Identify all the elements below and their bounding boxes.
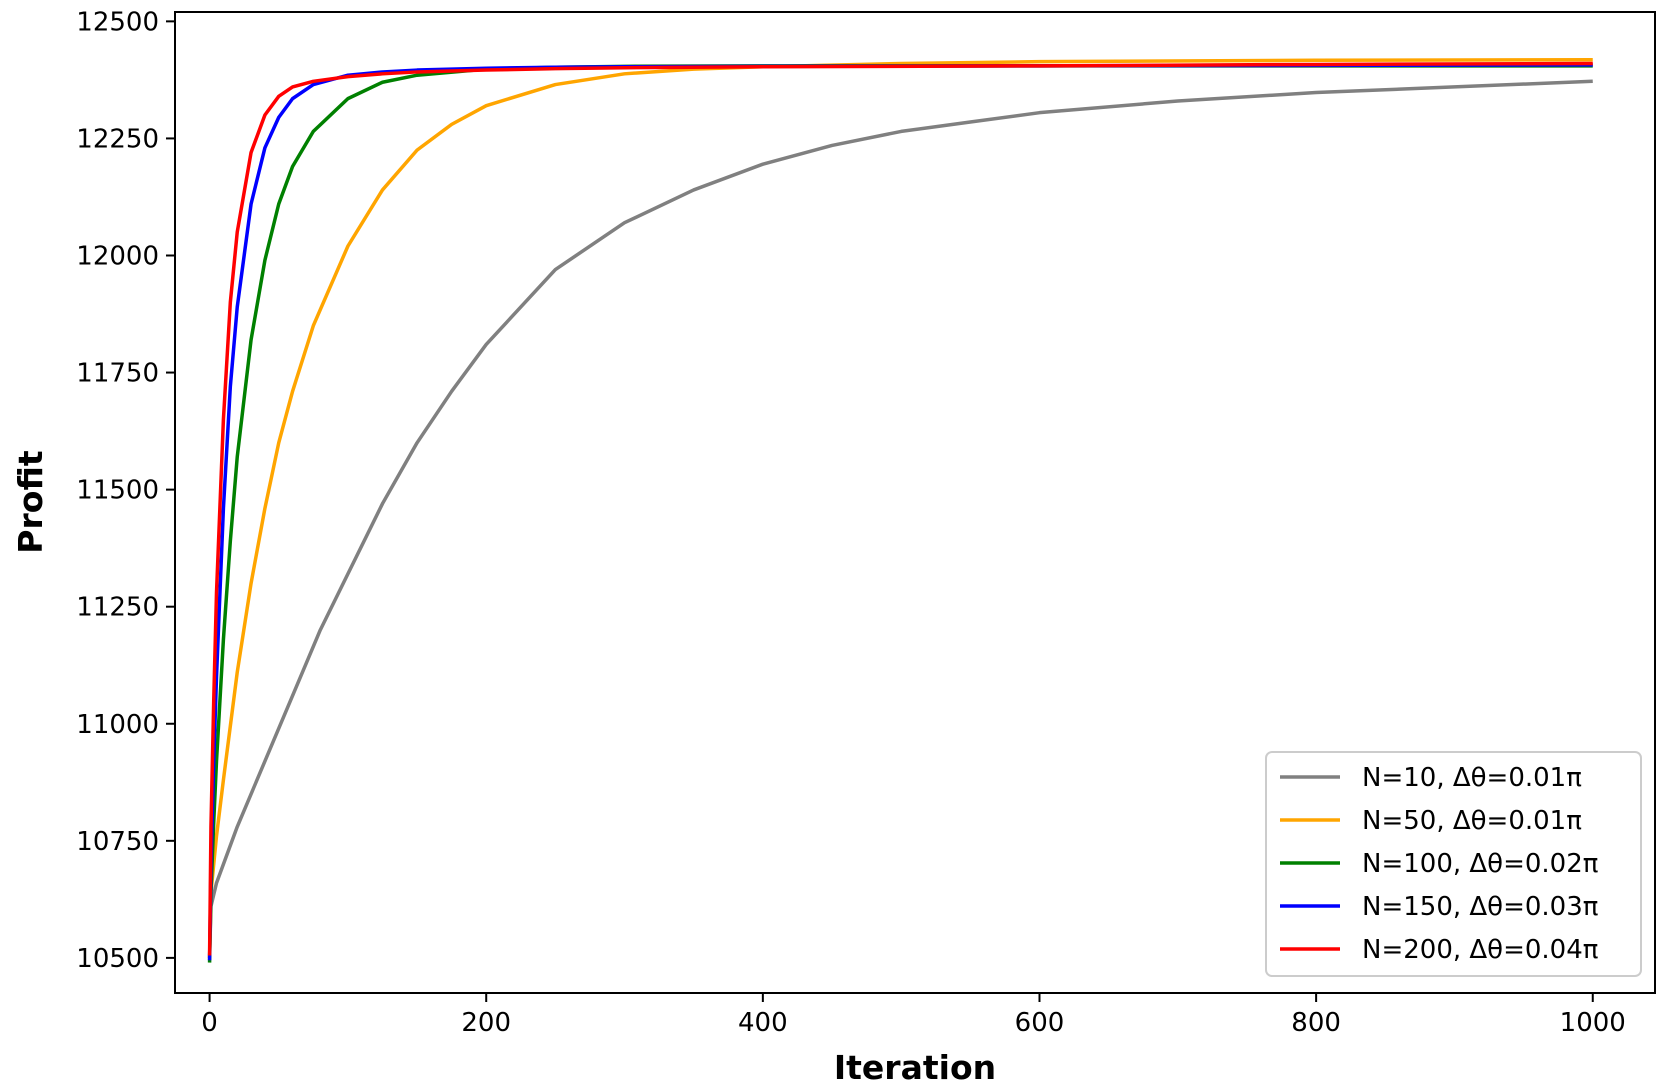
y-tick-label: 11500: [76, 476, 159, 506]
legend-label-2: N=50, Δθ=0.01π: [1362, 806, 1582, 836]
y-tick-label: 11250: [76, 593, 159, 623]
y-tick-label: 10750: [76, 827, 159, 857]
x-tick-label: 0: [201, 1008, 218, 1038]
x-axis: 0 200 400 600 800 1000: [201, 993, 1626, 1038]
x-tick-label: 1000: [1560, 1008, 1626, 1038]
series-line-5: [207, 61, 1593, 956]
legend: N=10, Δθ=0.01π N=50, Δθ=0.01π N=100, Δθ=0.…: [1265, 751, 1642, 977]
x-tick-label: 200: [461, 1008, 511, 1038]
series-line-1: [207, 79, 1593, 958]
y-tick-label: 11750: [76, 359, 159, 389]
legend-label-3: N=100, Δθ=0.02π: [1362, 849, 1598, 879]
y-tick-label: 12000: [76, 241, 159, 271]
legend-label-5: N=200, Δθ=0.04π: [1362, 935, 1598, 965]
x-tick-label: 400: [738, 1008, 788, 1038]
legend-label-4: N=150, Δθ=0.03π: [1362, 892, 1598, 922]
x-tick-label: 800: [1291, 1008, 1341, 1038]
y-tick-label: 11000: [76, 710, 159, 740]
plot-area-frame: [174, 11, 1656, 994]
x-tick-label: 600: [1015, 1008, 1065, 1038]
y-tick-label: 12500: [76, 7, 159, 37]
y-axis: 10500 10750 11000 11250 11500 11750 12000 12250…: [76, 7, 175, 974]
y-tick-label: 12250: [76, 124, 159, 154]
series-layer: [207, 58, 1593, 963]
legend-label-1: N=10, Δθ=0.01π: [1362, 763, 1582, 793]
y-axis-title: Profit: [11, 450, 50, 554]
x-axis-title: Iteration: [834, 1048, 996, 1087]
legend-box: [1265, 751, 1642, 977]
y-tick-label: 10500: [76, 944, 159, 974]
